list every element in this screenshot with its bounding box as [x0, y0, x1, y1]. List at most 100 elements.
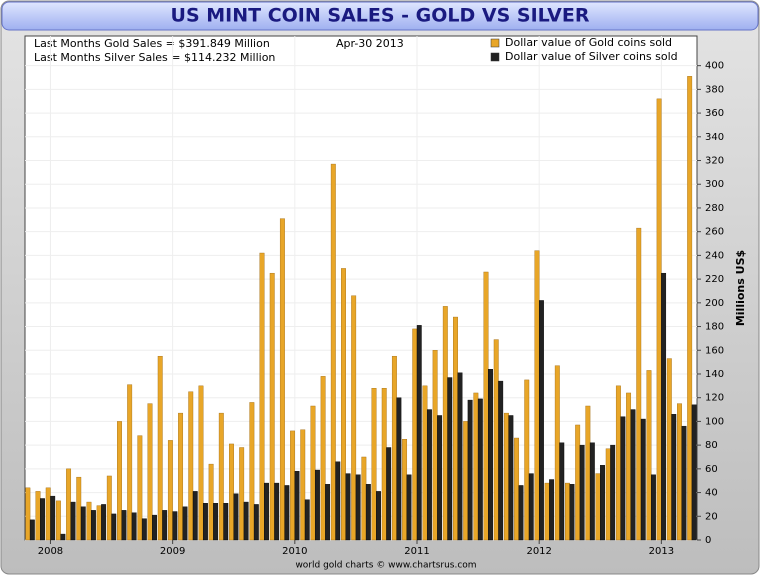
bar [188, 391, 194, 541]
bar [615, 385, 621, 541]
bar [626, 392, 632, 541]
bar [147, 403, 153, 541]
bar [284, 485, 290, 541]
bar [229, 443, 234, 541]
bar [575, 424, 581, 541]
chart-title: US MINT COIN SALES - GOLD VS SILVER [171, 5, 590, 27]
y-tick-label: 40 [705, 488, 718, 499]
bar [620, 416, 626, 541]
y-tick-label: 280 [705, 203, 724, 214]
y-tick-label: 340 [705, 132, 724, 143]
bar [310, 405, 316, 541]
bar [630, 409, 636, 541]
title-bar [1, 1, 759, 31]
bar [294, 471, 300, 541]
bar [117, 421, 122, 541]
x-tick-label: 2009 [160, 546, 185, 557]
bar [666, 358, 672, 541]
bar [233, 493, 239, 541]
bar [534, 250, 540, 541]
bar [528, 473, 534, 541]
bar [213, 503, 219, 541]
y-tick-label: 360 [705, 108, 724, 119]
bar [386, 447, 392, 541]
bar [86, 501, 92, 541]
bar [412, 328, 418, 541]
bar [157, 355, 163, 541]
y-tick-label: 220 [705, 274, 724, 285]
y-tick-label: 100 [705, 416, 724, 427]
bar [253, 504, 259, 541]
bar [198, 385, 204, 541]
bar [503, 412, 509, 541]
bar [396, 397, 402, 541]
bar [70, 501, 76, 541]
bar [569, 484, 575, 541]
bar [365, 484, 371, 541]
bar [259, 252, 265, 541]
bar [524, 379, 530, 541]
bar [269, 272, 275, 541]
bar [483, 271, 489, 541]
info-silver: Last Months Silver Sales = $114.232 Mill… [34, 51, 275, 64]
bar [345, 473, 351, 541]
y-tick-label: 300 [705, 179, 724, 190]
bar [249, 402, 255, 541]
bar [335, 461, 341, 541]
bar [656, 98, 662, 541]
bar [381, 388, 387, 541]
bar [264, 482, 269, 541]
x-tick-label: 2010 [282, 546, 307, 557]
bar [111, 513, 117, 541]
bar [29, 519, 35, 541]
bar [341, 268, 346, 541]
bar [391, 355, 397, 541]
bar [351, 295, 357, 541]
bar [60, 533, 66, 541]
legend-swatch [490, 38, 500, 48]
bar [202, 503, 208, 541]
bar [192, 491, 198, 541]
bar [355, 474, 361, 541]
bar [402, 439, 408, 541]
y-tick-label: 160 [705, 345, 724, 356]
bar [544, 482, 550, 541]
bar [538, 300, 544, 541]
bar [467, 399, 473, 541]
y-tick-label: 240 [705, 250, 724, 261]
bar [640, 418, 646, 541]
bar [320, 376, 326, 541]
bar [585, 405, 591, 541]
bar [473, 392, 479, 541]
x-tick-label: 2011 [404, 546, 429, 557]
bar [498, 380, 504, 541]
bar [554, 365, 560, 541]
y-tick-label: 80 [705, 440, 718, 451]
bar [600, 465, 605, 541]
bar [463, 421, 469, 541]
bar [101, 504, 107, 541]
bar [514, 437, 520, 541]
bar [426, 409, 432, 541]
bar [549, 479, 555, 541]
y-tick-label: 180 [705, 322, 724, 333]
y-tick-label: 320 [705, 156, 724, 167]
bar [422, 385, 428, 541]
y-tick-label: 0 [705, 535, 711, 546]
bar [677, 403, 682, 541]
bar [172, 511, 178, 541]
bar [131, 512, 137, 541]
y-tick-label: 200 [705, 298, 724, 309]
bar [55, 500, 61, 541]
legend-label: Dollar value of Silver coins sold [505, 50, 678, 63]
bar [243, 501, 249, 541]
bar [106, 475, 112, 541]
bar [671, 414, 677, 541]
y-tick-label: 380 [705, 84, 724, 95]
bar [610, 444, 616, 541]
bar [371, 388, 377, 541]
bar [90, 510, 96, 541]
bar [646, 370, 652, 541]
bar [80, 506, 86, 541]
